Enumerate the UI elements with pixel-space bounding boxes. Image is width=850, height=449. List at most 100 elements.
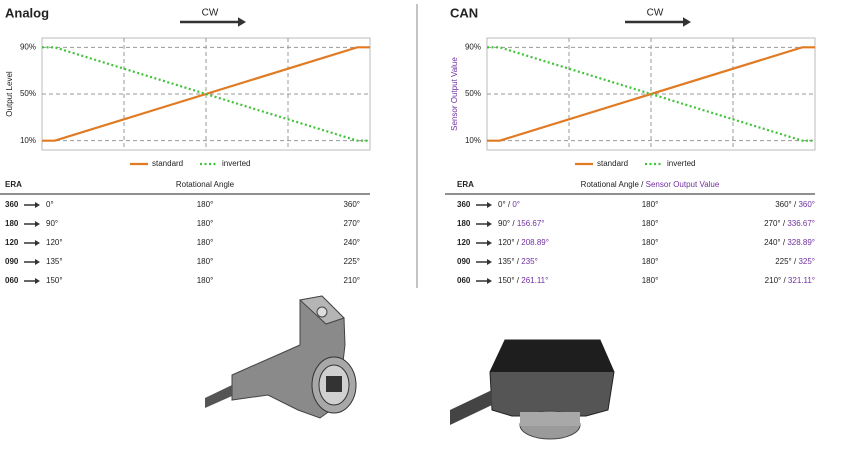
cell-part: 90°	[498, 219, 510, 228]
mid-angle: 180°	[642, 257, 659, 266]
cell-part: /	[517, 257, 520, 266]
cell-part: 225°	[343, 257, 360, 266]
table-header: Rotational Angle / Sensor Output Value	[581, 180, 720, 189]
mid-angle: 180°	[197, 257, 214, 266]
start-angle: 90°	[46, 219, 58, 228]
cell-part: 235°	[521, 257, 538, 266]
table-header: ERA	[457, 180, 474, 189]
mid-angle: 180°	[642, 219, 659, 228]
start-angle: 135°	[46, 257, 63, 266]
legend-label: standard	[152, 159, 183, 168]
cell-part: 208.89°	[521, 238, 549, 247]
cell-part: 240°	[343, 238, 360, 247]
cell-part: 360°	[775, 200, 792, 209]
cell-part: 360°	[343, 200, 360, 209]
y-tick-label: 90%	[465, 42, 481, 51]
cell-part: /	[783, 276, 786, 285]
era-value: 360	[457, 200, 471, 209]
y-axis-label: Output Level	[5, 71, 14, 117]
row-arrow-head	[35, 221, 40, 227]
era-value: 060	[5, 276, 19, 285]
row-arrow-head	[35, 240, 40, 246]
row-arrow-head	[487, 259, 492, 265]
cell-part: /	[517, 238, 520, 247]
y-tick-label: 50%	[465, 89, 481, 98]
row-arrow-head	[487, 278, 492, 284]
cell-part: Rotational Angle	[581, 180, 640, 189]
legend-label: inverted	[667, 159, 695, 168]
era-value: 360	[5, 200, 19, 209]
cell-part: 210°	[343, 276, 360, 285]
era-value: 120	[457, 238, 471, 247]
start-angle: 90° / 156.67°	[498, 219, 544, 228]
cell-part: 328.89°	[787, 238, 815, 247]
end-angle: 210°	[343, 276, 360, 285]
cell-part: /	[783, 238, 786, 247]
can-sensor-image	[450, 339, 615, 440]
cell-part: 150°	[498, 276, 515, 285]
y-tick-label: 50%	[20, 89, 36, 98]
row-arrow-head	[35, 202, 40, 208]
end-angle: 225°	[343, 257, 360, 266]
cell-part: /	[783, 219, 786, 228]
mid-angle: 180°	[197, 219, 214, 228]
cell-part: /	[794, 257, 797, 266]
cell-part: 0°	[498, 200, 506, 209]
series-line	[42, 46, 370, 142]
start-angle: 120° / 208.89°	[498, 238, 549, 247]
legend-label: inverted	[222, 159, 250, 168]
table-header: Rotational Angle	[176, 180, 235, 189]
mid-angle: 180°	[642, 276, 659, 285]
start-angle: 120°	[46, 238, 63, 247]
start-angle: 150°	[46, 276, 63, 285]
cell-part: 150°	[46, 276, 63, 285]
end-angle: 240°	[343, 238, 360, 247]
y-tick-label: 90%	[20, 42, 36, 51]
mid-angle: 180°	[642, 200, 659, 209]
cell-part: 360°	[798, 200, 815, 209]
end-angle: 360°	[343, 200, 360, 209]
start-angle: 0°	[46, 200, 54, 209]
end-angle: 225° / 325°	[775, 257, 815, 266]
cell-part: 270°	[764, 219, 781, 228]
mid-angle: 180°	[197, 200, 214, 209]
legend-label: standard	[597, 159, 628, 168]
row-arrow-head	[35, 259, 40, 265]
cell-part: /	[641, 180, 644, 189]
cell-part: 0°	[512, 200, 520, 209]
mid-angle: 180°	[642, 238, 659, 247]
row-arrow-head	[35, 278, 40, 284]
cell-part: /	[512, 219, 515, 228]
cell-part: 90°	[46, 219, 58, 228]
end-angle: 270°	[343, 219, 360, 228]
cell-part: 210°	[765, 276, 782, 285]
cell-part: 270°	[343, 219, 360, 228]
mid-angle: 180°	[197, 276, 214, 285]
cell-part: 135°	[46, 257, 63, 266]
cell-part: 336.67°	[787, 219, 815, 228]
y-tick-label: 10%	[465, 136, 481, 145]
cell-part: 325°	[798, 257, 815, 266]
end-angle: 360° / 360°	[775, 200, 815, 209]
row-arrow-head	[487, 202, 492, 208]
cell-part: /	[508, 200, 511, 209]
cell-part: 0°	[46, 200, 54, 209]
direction-arrow-head	[238, 17, 246, 27]
chart-title: Analog	[5, 5, 49, 20]
cell-part: Rotational Angle	[176, 180, 235, 189]
end-angle: 270° / 336.67°	[764, 219, 815, 228]
analog-sensor-image	[205, 295, 357, 419]
cell-part: 120°	[498, 238, 515, 247]
end-angle: 210° / 321.11°	[765, 276, 815, 285]
cell-part: Sensor Output Value	[646, 180, 720, 189]
start-angle: 0° / 0°	[498, 200, 520, 209]
mid-angle: 180°	[197, 238, 214, 247]
era-value: 180	[5, 219, 19, 228]
cell-part: 135°	[498, 257, 515, 266]
direction-label: CW	[202, 8, 219, 19]
chart-title: CAN	[450, 5, 478, 20]
era-value: 090	[457, 257, 471, 266]
direction-label: CW	[647, 8, 664, 19]
cell-part: 225°	[775, 257, 792, 266]
